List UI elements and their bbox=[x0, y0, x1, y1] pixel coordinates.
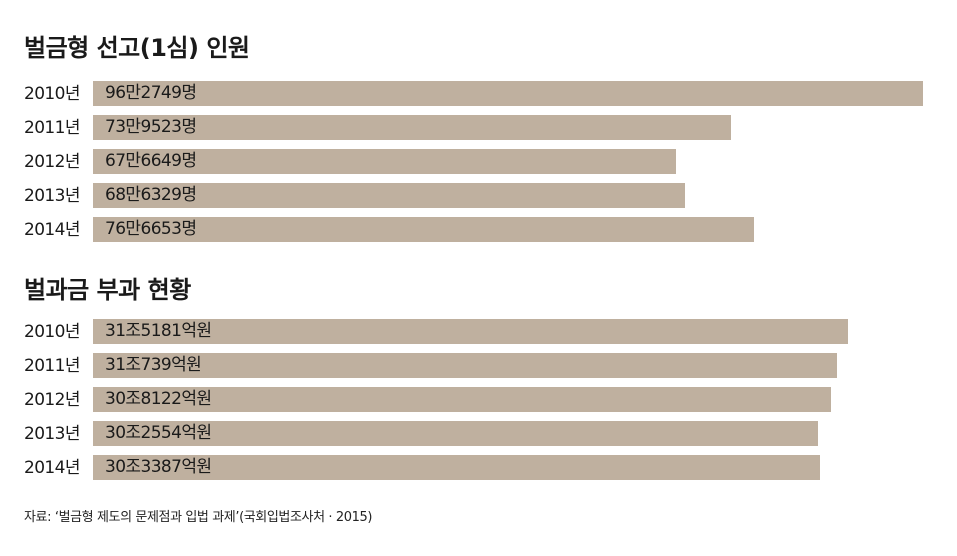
data-label: 73만9523명 bbox=[105, 117, 197, 137]
chart-fine-imposition: 벌과금 부과 현황 2010년 31조5181억원 2011년 31조739억원 201… bbox=[0, 262, 957, 492]
category-label: 2012년 bbox=[24, 152, 81, 172]
data-label: 30조3387억원 bbox=[105, 457, 212, 477]
category-label: 2014년 bbox=[24, 458, 81, 478]
bar-area: 2010년 96만2749명 2011년 73만9523명 2012년 67만6649명 2… bbox=[0, 0, 957, 260]
data-label: 31조5181억원 bbox=[105, 321, 212, 341]
chart-fine-sentences: 벌금형 선고(1심) 인원 2010년 96만2749명 2011년 73만9523명… bbox=[0, 0, 957, 260]
category-label: 2013년 bbox=[24, 186, 81, 206]
bar bbox=[93, 387, 831, 412]
chart-title: 벌금형 선고(1심) 인원 bbox=[24, 34, 250, 62]
category-label: 2010년 bbox=[24, 84, 81, 104]
data-label: 30조2554억원 bbox=[105, 423, 212, 443]
category-label: 2014년 bbox=[24, 220, 81, 240]
category-label: 2010년 bbox=[24, 322, 81, 342]
category-label: 2013년 bbox=[24, 424, 81, 444]
source-note: 자료: ‘벌금형 제도의 문제점과 입법 과제’(국회입법조사처 · 2015) bbox=[24, 510, 373, 525]
category-label: 2012년 bbox=[24, 390, 81, 410]
data-label: 76만6653명 bbox=[105, 219, 197, 239]
bar bbox=[93, 149, 676, 174]
bar bbox=[93, 81, 923, 106]
bar bbox=[93, 455, 820, 480]
bar bbox=[93, 319, 848, 344]
data-label: 31조739억원 bbox=[105, 355, 202, 375]
bar bbox=[93, 217, 754, 242]
category-label: 2011년 bbox=[24, 118, 81, 138]
bar-area: 2010년 31조5181억원 2011년 31조739억원 2012년 30조8122억… bbox=[0, 262, 957, 492]
data-label: 67만6649명 bbox=[105, 151, 197, 171]
data-label: 68만6329명 bbox=[105, 185, 197, 205]
bar bbox=[93, 421, 818, 446]
data-label: 30조8122억원 bbox=[105, 389, 212, 409]
category-label: 2011년 bbox=[24, 356, 81, 376]
bar bbox=[93, 183, 685, 208]
chart-title: 벌과금 부과 현황 bbox=[24, 276, 191, 304]
bar bbox=[93, 115, 731, 140]
data-label: 96만2749명 bbox=[105, 83, 197, 103]
bar bbox=[93, 353, 837, 378]
